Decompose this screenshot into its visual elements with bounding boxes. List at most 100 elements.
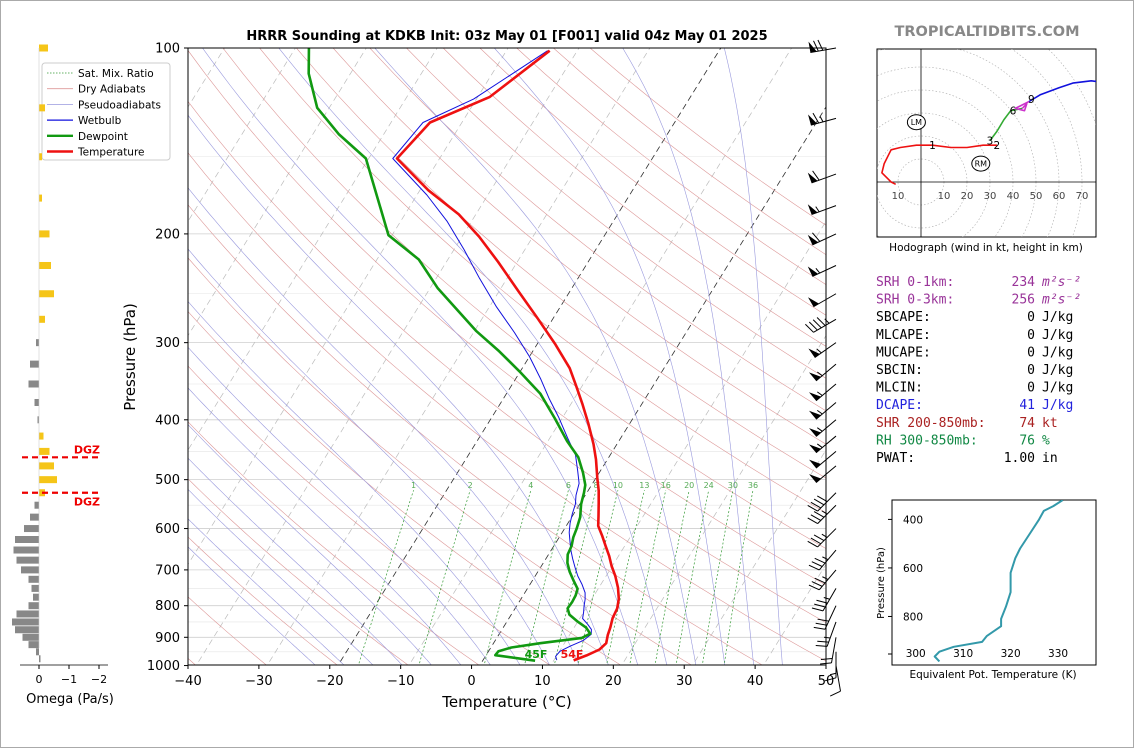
wind-barb — [809, 419, 837, 437]
wind-barb-full — [812, 232, 821, 242]
omega-bar — [24, 525, 39, 533]
wind-barb — [809, 435, 837, 454]
x-tick-label: 50 — [818, 674, 835, 689]
mixing-ratio-line — [723, 490, 754, 665]
wind-barb — [807, 504, 837, 525]
mixing-ratio-label: 24 — [704, 481, 714, 490]
wind-barb-staff — [835, 665, 842, 692]
wind-barb — [807, 170, 837, 184]
stat-value: 41 — [1019, 398, 1035, 413]
wind-barb-full — [807, 540, 818, 548]
wind-barb-flag — [808, 41, 817, 53]
wind-barb-full — [811, 607, 824, 612]
isotherm-line — [196, 48, 580, 665]
wind-barb-full — [813, 626, 826, 630]
legend-box — [41, 62, 171, 161]
mixing-ratio-line — [654, 490, 690, 665]
mixing-ratio-label: 8 — [593, 481, 598, 490]
wind-barb-full — [805, 323, 814, 333]
wind-barb-half — [822, 556, 829, 561]
theta-e-line — [933, 500, 1064, 663]
moist-adiabat-line — [188, 387, 462, 665]
y-tick-label: 500 — [155, 473, 180, 488]
watermark: TROPICALTIDBITS.COM — [894, 24, 1079, 40]
omega-xlabel: Omega (Pa/s) — [26, 692, 114, 707]
omega-bar — [39, 230, 50, 238]
temperature-line — [395, 49, 621, 662]
wind-barb — [811, 588, 837, 612]
chart-title: HRRR Sounding at KDKB Init: 03z May 01 [… — [246, 29, 767, 44]
wind-barb-full — [812, 170, 820, 181]
legend-label: Dry Adiabats — [78, 84, 146, 96]
wind-barb — [809, 363, 837, 382]
omega-panel: 0 −1 −2 DGZ DGZ Omega (Pa/s) — [12, 44, 114, 707]
y-tick-label: 800 — [155, 599, 180, 614]
skew-t-panel: 1 2 4 6 8 10 13 16 20 24 30 36 45F 54F10020030040050… — [41, 42, 835, 711]
dgz-label: DGZ — [74, 443, 100, 456]
wind-barb — [808, 549, 837, 571]
hodograph-ring-label: 20 — [961, 191, 974, 202]
omega-bar — [21, 566, 39, 574]
wind-barb-half — [823, 636, 831, 639]
y-tick-label: 600 — [155, 522, 180, 537]
stat-value: 0 — [1027, 345, 1035, 360]
wetbulb-line — [392, 50, 592, 661]
mixing-ratio-line — [629, 490, 667, 665]
y-tick-label: 100 — [155, 42, 180, 57]
wind-barb-half — [816, 409, 823, 415]
legend-label: Dewpoint — [78, 131, 128, 143]
wind-barb-flag — [808, 114, 817, 126]
stat-label: MLCIN: — [876, 381, 923, 396]
omega-x-tick-label: 0 — [36, 673, 43, 686]
mixing-ratio-label: 10 — [613, 481, 623, 490]
theta-e-x-tick-label: 300 — [906, 648, 926, 660]
legend-label: Sat. Mix. Ratio — [78, 68, 154, 80]
wind-barb-half — [824, 318, 830, 324]
theta-e-y-tick-label: 400 — [903, 514, 923, 526]
omega-bar — [39, 476, 57, 484]
stat-value: 1.00 — [1004, 451, 1035, 466]
omega-bar — [12, 618, 39, 626]
wind-barb-full — [814, 557, 826, 564]
wind-barb-full — [817, 618, 829, 622]
dry-adiabat-line — [188, 100, 826, 623]
mixing-ratio-label: 4 — [528, 481, 533, 490]
legend-label: Temperature — [77, 147, 145, 159]
wind-barb — [808, 112, 837, 126]
dry-adiabat-line — [188, 257, 692, 665]
theta-e-panel: 300 310 320 330 400 600 800 Equivalent Pot. Te… — [876, 499, 1097, 681]
dry-adiabat-line — [296, 48, 826, 479]
stat-unit: J/kg — [1042, 328, 1073, 343]
omega-bar — [13, 546, 39, 554]
omega-x-tick-label: −1 — [61, 673, 77, 686]
wind-barb-full — [824, 677, 837, 682]
stat-unit: m²s⁻² — [1041, 275, 1081, 290]
mixing-ratio-label: 2 — [468, 481, 473, 490]
hodograph-ring-label: 60 — [1053, 191, 1066, 202]
dry-adiabat-line — [369, 48, 826, 412]
wind-barb-half — [821, 533, 828, 538]
omega-bar — [16, 610, 39, 618]
wind-barb-full — [817, 495, 828, 503]
wind-barb-half — [821, 510, 828, 515]
isotherm-line — [188, 48, 509, 565]
stat-unit: J/kg — [1042, 398, 1073, 413]
dry-adiabat-line — [479, 48, 826, 316]
wind-barb-full — [807, 517, 818, 525]
temperature-surface-label: 54F — [561, 648, 584, 661]
isotherm-line — [188, 48, 438, 451]
mixing-ratio-line — [418, 490, 471, 665]
dry-adiabat-line — [332, 48, 826, 445]
hodograph-height-label: 6 — [1010, 106, 1017, 118]
wind-barb — [813, 605, 837, 630]
wind-barb-full — [811, 581, 823, 587]
mixing-ratio-label: 13 — [639, 481, 649, 490]
stat-unit: J/kg — [1042, 381, 1073, 396]
dewpoint-line — [307, 48, 592, 662]
storm-motion-label: RM — [975, 160, 988, 169]
wind-barb-flag — [807, 234, 819, 245]
wind-barb-full — [814, 577, 826, 584]
stat-label: SBCAPE: — [876, 310, 931, 325]
storm-motion-marker — [906, 114, 926, 131]
